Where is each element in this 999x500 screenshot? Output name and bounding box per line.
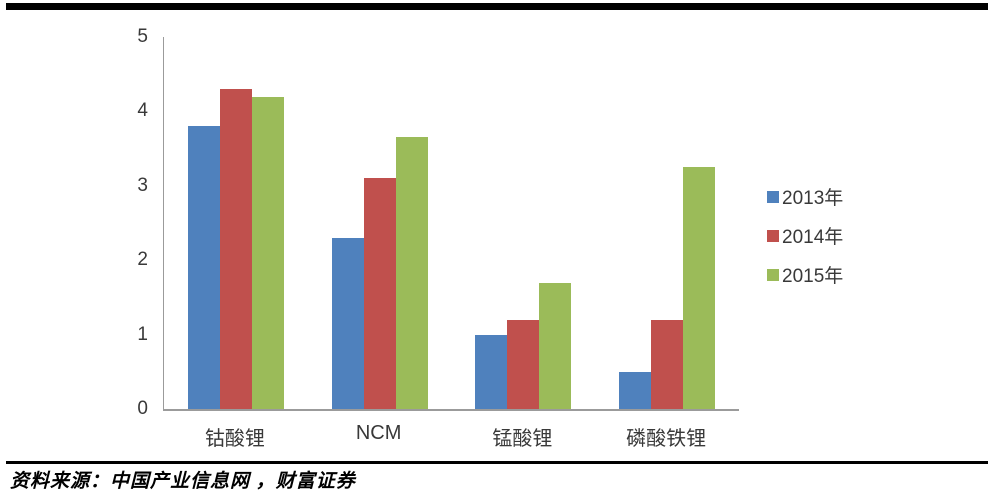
y-tick-label: 1 xyxy=(137,323,148,345)
top-horizontal-rule xyxy=(6,3,988,10)
bar-2014年-钴酸锂 xyxy=(219,89,252,409)
bar-2013年-磷酸铁锂 xyxy=(619,371,652,409)
bar-2014年-磷酸铁锂 xyxy=(651,319,684,409)
bar-2015年-钴酸锂 xyxy=(251,96,284,409)
legend-item: 2015年 xyxy=(767,263,844,287)
legend-item: 2013年 xyxy=(767,185,844,209)
bar-2013年-锰酸锂 xyxy=(475,334,508,409)
bar-2014年-锰酸锂 xyxy=(507,319,540,409)
x-category-label: NCM xyxy=(355,422,402,444)
plot-area xyxy=(163,37,739,411)
y-tick-label: 0 xyxy=(137,398,148,419)
grouped-bar-chart: 0 1 2 3 4 5 钴酸锂 NCM 锰酸锂 磷酸铁锂 2013年 2014年 2015年 xyxy=(116,0,843,460)
y-tick-label: 4 xyxy=(137,100,148,122)
legend-label: 2015年 xyxy=(782,266,844,287)
legend-label: 2013年 xyxy=(782,188,844,209)
x-category-label: 钴酸锂 xyxy=(204,428,265,450)
x-category-label: 磷酸铁锂 xyxy=(626,428,707,450)
source-attribution: 资料来源：中国产业信息网 ，财富证券 xyxy=(10,471,356,492)
x-category-label: 锰酸锂 xyxy=(492,428,553,450)
y-tick-label: 5 xyxy=(137,26,148,47)
legend-item: 2014年 xyxy=(767,224,844,248)
legend: 2013年 2014年 2015年 xyxy=(767,185,843,302)
bar-2015年-锰酸锂 xyxy=(539,282,572,409)
bar-2015年-磷酸铁锂 xyxy=(683,167,716,409)
y-tick-label: 2 xyxy=(137,249,148,271)
bar-2013年-钴酸锂 xyxy=(187,126,220,409)
legend-label: 2014年 xyxy=(782,227,844,248)
legend-swatch-icon xyxy=(767,190,779,203)
legend-swatch-icon xyxy=(767,268,779,281)
bottom-horizontal-rule xyxy=(6,461,988,464)
y-tick-label: 3 xyxy=(137,174,148,196)
bar-2013年-NCM xyxy=(331,237,364,409)
bar-2014年-NCM xyxy=(363,178,396,409)
legend-swatch-icon xyxy=(767,229,779,242)
y-axis: 0 1 2 3 4 5 xyxy=(116,0,148,460)
bar-2015年-NCM xyxy=(395,137,428,409)
